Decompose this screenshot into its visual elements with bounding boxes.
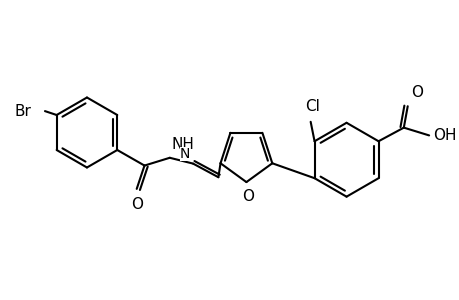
- Text: O: O: [242, 189, 254, 204]
- Text: OH: OH: [432, 128, 455, 143]
- Text: NH: NH: [171, 137, 194, 152]
- Text: N: N: [179, 147, 190, 161]
- Text: O: O: [130, 197, 142, 212]
- Text: Br: Br: [14, 103, 31, 118]
- Text: Cl: Cl: [304, 99, 319, 114]
- Text: O: O: [411, 85, 423, 100]
